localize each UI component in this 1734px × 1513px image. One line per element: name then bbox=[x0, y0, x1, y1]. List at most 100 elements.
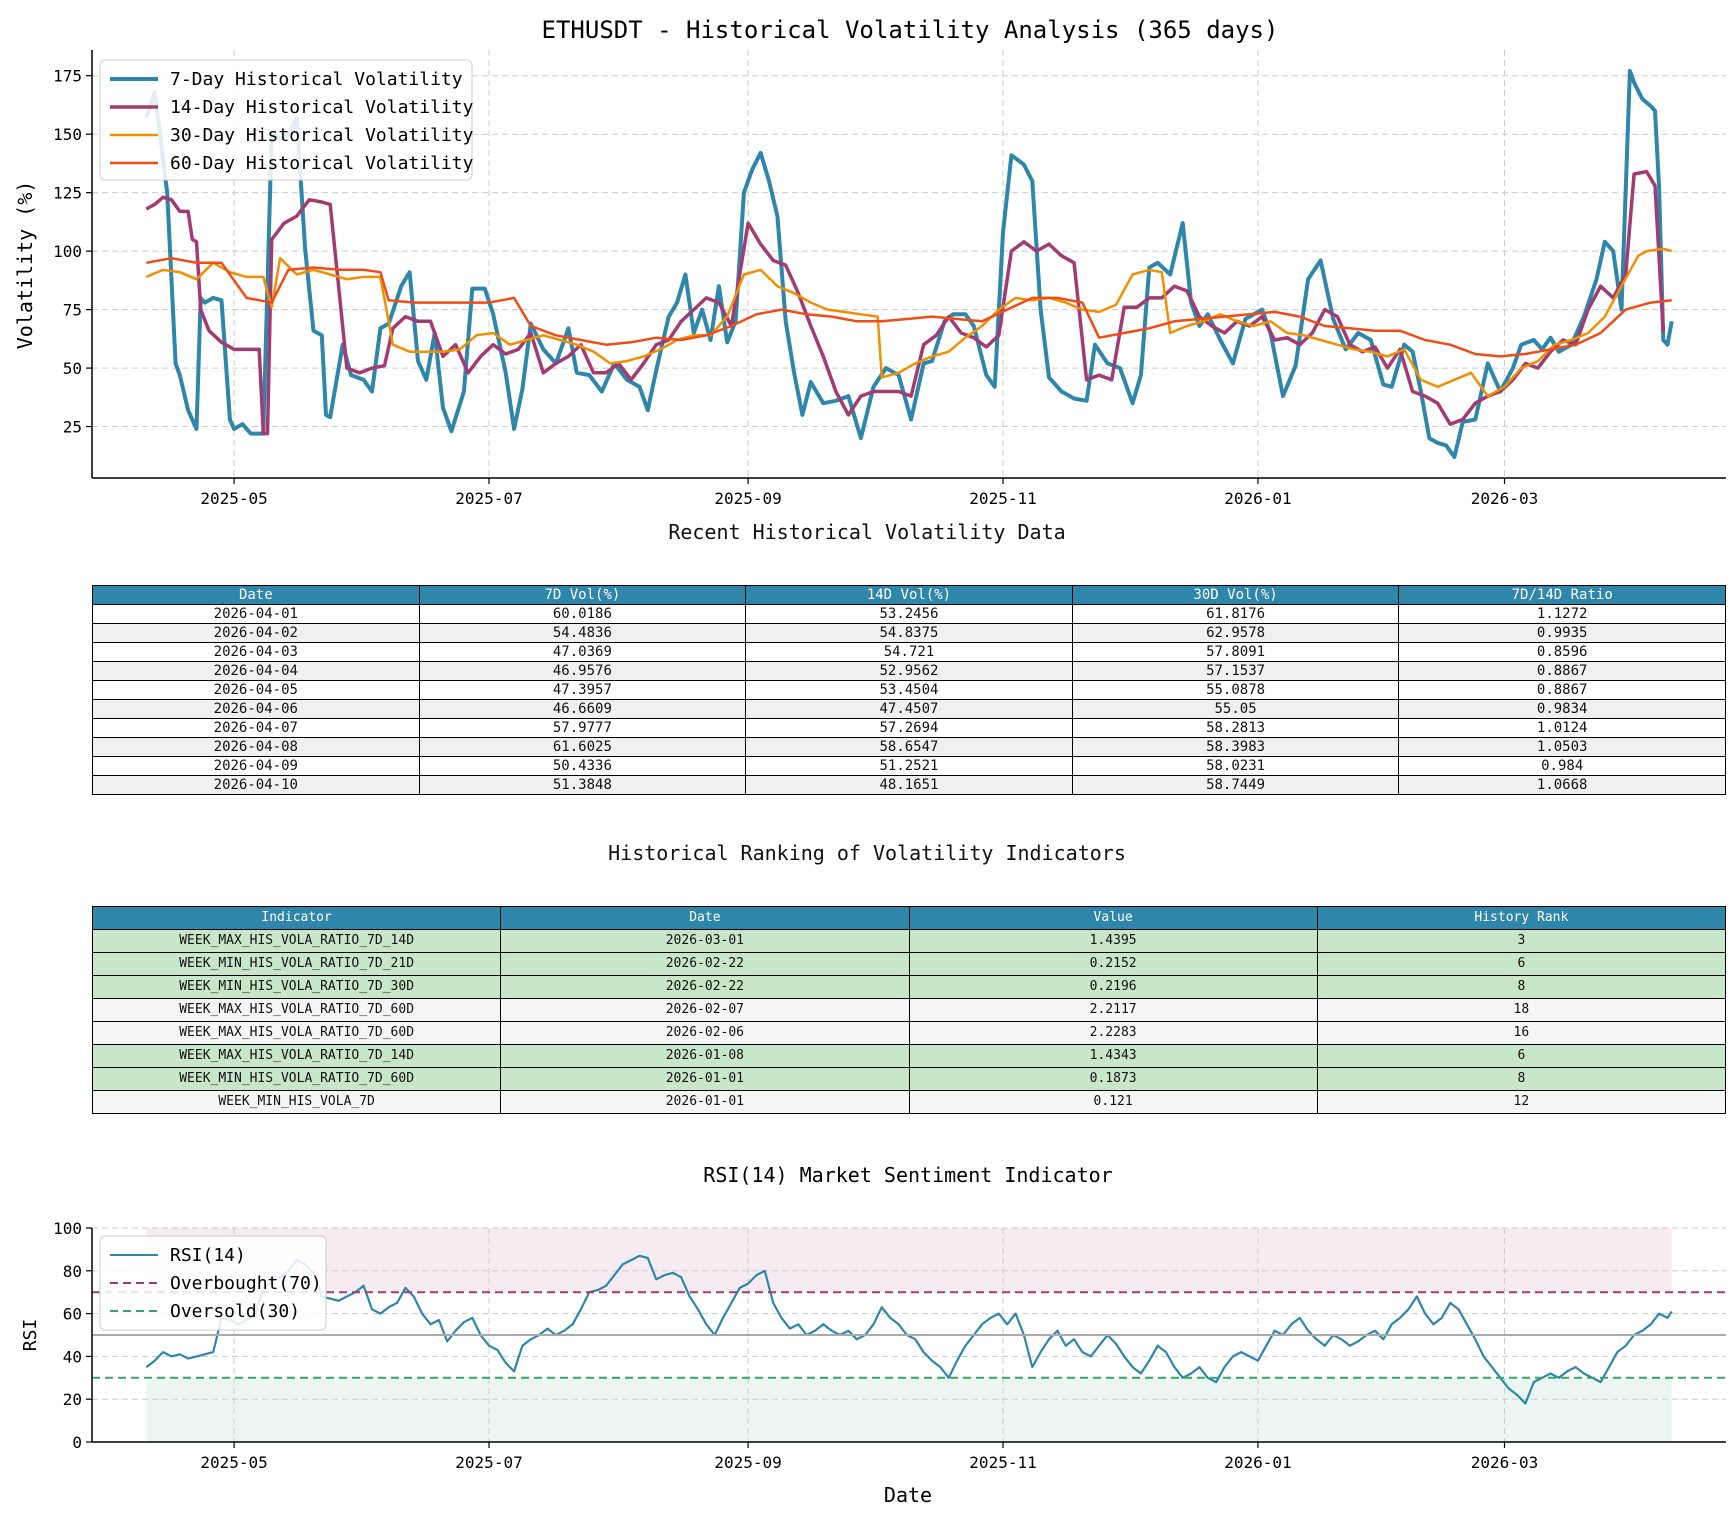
table-cell: 0.984 bbox=[1398, 756, 1726, 776]
table-cell: 57.9777 bbox=[418, 718, 747, 738]
rsi-axes: 0 20 40 60 80 100 2025-05 2025-07 2025-09 2025-11… bbox=[53, 1219, 1726, 1472]
ranking-table: Indicator Date Value History Rank WEEK_MAX_… bbox=[91, 906, 1727, 1114]
recent-table-header-cell: 7D/14D Ratio bbox=[1398, 585, 1726, 605]
recent-table-header: Date 7D Vol(%) 14D Vol(%) 30D Vol(%) 7D/14D … bbox=[92, 585, 1726, 605]
rsi-legend-entry: RSI(14) bbox=[170, 1245, 246, 1266]
table-row: WEEK_MIN_HIS_VOLA_RATIO_7D_60D 2026-01-01… bbox=[91, 1067, 1727, 1091]
table-cell: 2026-01-08 bbox=[500, 1044, 910, 1068]
rsi-legend-entry: Oversold(30) bbox=[170, 1301, 300, 1322]
table-cell: 2026-04-07 bbox=[92, 718, 420, 738]
table-row: 2026-04-02 54.4836 54.8375 62.9578 0.9935 bbox=[92, 623, 1726, 643]
table-cell: 2026-02-07 bbox=[500, 998, 910, 1022]
table-cell: 8 bbox=[1316, 975, 1727, 999]
table-cell: 0.9834 bbox=[1398, 699, 1726, 719]
rsi-legend-box bbox=[99, 1235, 327, 1331]
table-cell: 54.721 bbox=[745, 642, 1073, 662]
table-row: WEEK_MAX_HIS_VOLA_RATIO_7D_14D 2026-01-08… bbox=[91, 1044, 1727, 1068]
table-row: WEEK_MIN_HIS_VOLA_7D 2026-01-01 0.121 12 bbox=[91, 1090, 1727, 1114]
y-tick-label: 75 bbox=[63, 301, 82, 320]
ranking-table-header: Indicator Date Value History Rank bbox=[91, 906, 1727, 930]
table-cell: 2026-04-05 bbox=[92, 680, 420, 700]
x-tick-label: 2025-11 bbox=[969, 1453, 1036, 1472]
table-cell: 2.2283 bbox=[908, 1021, 1318, 1045]
table-cell: 1.4343 bbox=[908, 1044, 1318, 1068]
table-cell: 0.8867 bbox=[1398, 661, 1726, 681]
volatility-series bbox=[144, 69, 1674, 459]
volatility-legend: 7-Day Historical Volatility 14-Day Histor… bbox=[99, 59, 474, 181]
table-cell: 47.0369 bbox=[418, 642, 747, 662]
table-cell: 2026-04-02 bbox=[92, 623, 420, 643]
table-cell: 54.8375 bbox=[745, 623, 1073, 643]
table-cell: 2026-02-22 bbox=[500, 975, 910, 999]
series-line-1 bbox=[145, 1254, 1673, 1405]
x-tick-label: 2025-07 bbox=[455, 1453, 522, 1472]
table-row: WEEK_MAX_HIS_VOLA_RATIO_7D_60D 2026-02-07… bbox=[91, 998, 1727, 1022]
table-cell: 12 bbox=[1316, 1090, 1727, 1114]
table-cell: 2026-04-03 bbox=[92, 642, 420, 662]
table-cell: 51.2521 bbox=[745, 756, 1073, 776]
rsi-x-axis-label: Date bbox=[884, 1483, 932, 1507]
series-line-2 bbox=[145, 169, 1666, 436]
legend-entry: 14-Day Historical Volatility bbox=[170, 97, 474, 118]
legend-entry: 60-Day Historical Volatility bbox=[170, 153, 474, 174]
table-cell: 58.0231 bbox=[1071, 756, 1400, 776]
table-row: WEEK_MIN_HIS_VOLA_RATIO_7D_30D 2026-02-22… bbox=[91, 975, 1727, 999]
table-cell: 57.2694 bbox=[745, 718, 1073, 738]
x-tick-label: 2025-05 bbox=[200, 489, 267, 508]
x-tick-label: 2025-05 bbox=[200, 1453, 267, 1472]
y-tick-label: 80 bbox=[63, 1262, 82, 1281]
table-cell: 58.2813 bbox=[1071, 718, 1400, 738]
table-cell: 58.3983 bbox=[1071, 737, 1400, 757]
table-cell: WEEK_MAX_HIS_VOLA_RATIO_7D_60D bbox=[91, 998, 502, 1022]
table-cell: WEEK_MIN_HIS_VOLA_RATIO_7D_21D bbox=[91, 952, 502, 976]
table-row: 2026-04-01 60.0186 53.2456 61.8176 1.1272 bbox=[92, 604, 1726, 624]
table-cell: 51.3848 bbox=[418, 775, 747, 795]
table-cell: 2026-04-10 bbox=[92, 775, 420, 795]
table-cell: 57.1537 bbox=[1071, 661, 1400, 681]
table-cell: 2026-02-22 bbox=[500, 952, 910, 976]
table-row: WEEK_MIN_HIS_VOLA_RATIO_7D_21D 2026-02-22… bbox=[91, 952, 1727, 976]
table-cell: 58.7449 bbox=[1071, 775, 1400, 795]
table-row: 2026-04-04 46.9576 52.9562 57.1537 0.8867 bbox=[92, 661, 1726, 681]
table-cell: 16 bbox=[1316, 1021, 1727, 1045]
series-line-3 bbox=[145, 247, 1673, 398]
volatility-y-axis-label: Volatility (%) bbox=[13, 181, 37, 350]
table-cell: 60.0186 bbox=[418, 604, 747, 624]
y-tick-label: 20 bbox=[63, 1390, 82, 1409]
table-cell: 46.6609 bbox=[418, 699, 747, 719]
table-cell: 61.6025 bbox=[418, 737, 747, 757]
table-row: 2026-04-06 46.6609 47.4507 55.05 0.9834 bbox=[92, 699, 1726, 719]
oversold-zone bbox=[146, 1377, 1672, 1442]
x-tick-label: 2026-03 bbox=[1471, 489, 1538, 508]
table-cell: 2026-04-01 bbox=[92, 604, 420, 624]
table-cell: WEEK_MIN_HIS_VOLA_7D bbox=[91, 1090, 502, 1114]
x-tick-label: 2026-03 bbox=[1471, 1453, 1538, 1472]
rsi-y-axis-label: RSI bbox=[20, 1319, 41, 1352]
table-cell: 2026-01-01 bbox=[500, 1067, 910, 1091]
legend-entry: 30-Day Historical Volatility bbox=[170, 125, 474, 146]
recent-table-header-cell: 14D Vol(%) bbox=[745, 585, 1073, 605]
table-cell: 52.9562 bbox=[745, 661, 1073, 681]
y-tick-label: 40 bbox=[63, 1347, 82, 1366]
table-row: 2026-04-03 47.0369 54.721 57.8091 0.8596 bbox=[92, 642, 1726, 662]
y-tick-label: 100 bbox=[53, 242, 82, 261]
table-cell: 55.05 bbox=[1071, 699, 1400, 719]
table-cell: 0.9935 bbox=[1398, 623, 1726, 643]
table-cell: WEEK_MAX_HIS_VOLA_RATIO_7D_14D bbox=[91, 1044, 502, 1068]
series-line-4 bbox=[146, 256, 1672, 358]
table-cell: 6 bbox=[1316, 952, 1727, 976]
table-cell: 8 bbox=[1316, 1067, 1727, 1091]
table-cell: 48.1651 bbox=[745, 775, 1073, 795]
table-cell: 50.4336 bbox=[418, 756, 747, 776]
rsi-legend: RSI(14) Overbought(70) Oversold(30) bbox=[99, 1235, 327, 1331]
table-cell: WEEK_MAX_HIS_VOLA_RATIO_7D_60D bbox=[91, 1021, 502, 1045]
rsi-zones bbox=[146, 1228, 1672, 1442]
recent-table-header-cell: Date bbox=[92, 585, 420, 605]
volatility-axes: 25 50 75 100 125 150 175 2025-05 2025-07 2025-09 2… bbox=[53, 50, 1726, 508]
table-row: 2026-04-07 57.9777 57.2694 58.2813 1.0124 bbox=[92, 718, 1726, 738]
table-cell: 2026-04-08 bbox=[92, 737, 420, 757]
y-tick-label: 25 bbox=[63, 418, 82, 437]
y-tick-label: 150 bbox=[53, 125, 82, 144]
table-cell: 53.4504 bbox=[745, 680, 1073, 700]
